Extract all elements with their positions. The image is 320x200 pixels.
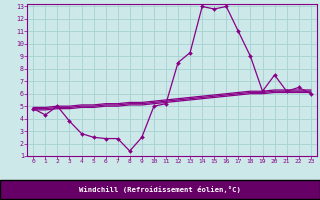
Text: Windchill (Refroidissement éolien,°C): Windchill (Refroidissement éolien,°C) [79,186,241,193]
